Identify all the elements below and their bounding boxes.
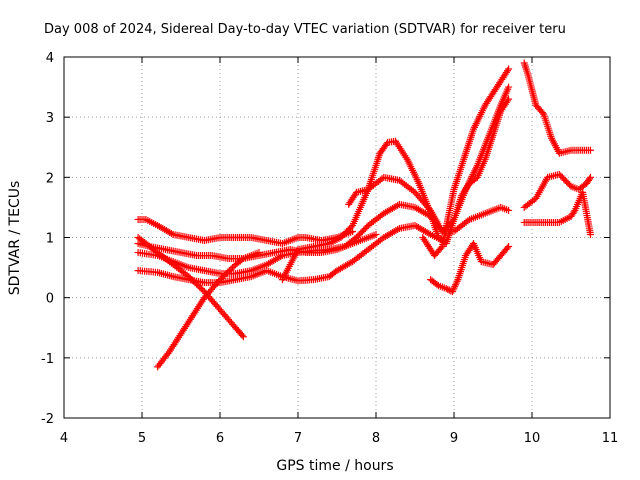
series-track-6 [154, 249, 263, 371]
y-tick-label: 3 [46, 111, 54, 126]
series-track-11 [520, 59, 594, 157]
data-point [239, 333, 247, 341]
data-point [238, 331, 246, 339]
y-tick-label: 2 [46, 171, 54, 186]
x-tick-label: 8 [372, 431, 380, 446]
data-point [372, 230, 380, 238]
data-point [464, 217, 472, 225]
data-point [222, 270, 230, 278]
data-point [224, 268, 232, 276]
data-point [196, 283, 204, 291]
y-tick-label: 0 [46, 292, 54, 307]
y-tick-label: 1 [46, 232, 54, 247]
data-point [221, 271, 229, 279]
data-point [189, 277, 197, 285]
y-tick-label: -2 [41, 412, 54, 427]
data-point [449, 286, 457, 294]
data-point [409, 187, 417, 195]
x-tick-label: 4 [60, 431, 68, 446]
data-point [228, 264, 236, 272]
data-point [587, 230, 594, 238]
data-point [277, 253, 285, 261]
data-point [505, 206, 513, 214]
data-point [199, 286, 207, 294]
x-tick-label: 11 [602, 431, 619, 446]
x-tick-label: 7 [294, 431, 302, 446]
data-point [505, 243, 513, 251]
series-track-8 [345, 83, 513, 235]
data-point [255, 249, 263, 257]
data-point [452, 281, 460, 289]
data-point [394, 225, 402, 233]
data-point [191, 279, 199, 287]
x-axis-label: GPS time / hours [276, 458, 393, 474]
y-axis-label: SDTVAR / TECUs [7, 181, 23, 296]
series-track-13 [520, 188, 594, 238]
data-point [453, 277, 461, 285]
data-point [425, 205, 433, 213]
data-point [219, 273, 227, 281]
data-point [188, 276, 196, 284]
data-point [218, 274, 226, 282]
data-point [587, 146, 594, 154]
series-track-9 [419, 65, 513, 260]
data-point [538, 109, 546, 117]
series-track-5 [134, 234, 247, 341]
data-marks [134, 59, 594, 371]
data-point [452, 279, 460, 287]
data-point [503, 244, 511, 252]
x-tick-label: 6 [216, 431, 224, 446]
data-point [587, 173, 594, 181]
data-point [586, 175, 594, 183]
data-point [448, 288, 456, 296]
data-point [194, 282, 202, 290]
series-track-10 [427, 240, 513, 296]
data-point [185, 273, 193, 281]
data-point [503, 67, 511, 75]
y-tick-label: -1 [41, 352, 54, 367]
data-point [167, 229, 175, 237]
data-point [437, 244, 445, 252]
data-point [505, 65, 513, 73]
data-point [451, 282, 459, 290]
chart-title: Day 008 of 2024, Sidereal Day-to-day VTE… [44, 22, 566, 37]
data-point [505, 83, 513, 91]
data-point [216, 276, 224, 284]
data-point [197, 285, 205, 293]
series-track-12 [520, 170, 594, 211]
data-point [433, 280, 441, 288]
data-point [570, 208, 578, 216]
data-point [450, 284, 458, 292]
data-point [238, 256, 246, 264]
x-tick-label: 5 [138, 431, 146, 446]
data-point [425, 229, 433, 237]
x-tick-label: 10 [524, 431, 541, 446]
data-point [442, 285, 450, 293]
y-axis: -2 -1 0 1 2 3 4 [41, 51, 610, 427]
data-point [347, 223, 355, 231]
x-tick-label: 9 [450, 431, 458, 446]
x-axis: 4 5 6 7 8 9 10 11 [60, 57, 618, 446]
y-tick-label: 4 [46, 51, 54, 66]
data-point [186, 274, 194, 282]
series-track-3 [134, 200, 513, 278]
data-point [227, 265, 235, 273]
data-point [225, 267, 233, 275]
data-point [193, 280, 201, 288]
data-point [215, 277, 223, 285]
